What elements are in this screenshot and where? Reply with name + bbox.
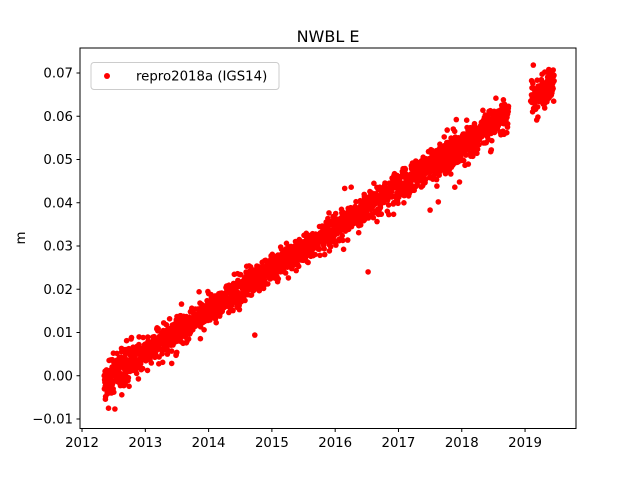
svg-text:0.05: 0.05	[43, 153, 73, 168]
svg-text:0.07: 0.07	[43, 67, 73, 82]
svg-text:0.02: 0.02	[43, 283, 73, 298]
svg-text:0.06: 0.06	[43, 110, 73, 125]
scatter-points	[101, 62, 557, 412]
svg-text:0.00: 0.00	[43, 369, 73, 384]
plot-border	[79, 47, 577, 429]
svg-text:0.03: 0.03	[43, 240, 73, 255]
svg-text:0.04: 0.04	[43, 196, 73, 211]
svg-text:−0.01: −0.01	[32, 413, 73, 428]
chart-title: NWBL E	[297, 27, 360, 46]
svg-text:2012: 2012	[65, 436, 99, 451]
svg-text:2019: 2019	[508, 436, 542, 451]
svg-text:2013: 2013	[128, 436, 162, 451]
legend-label: repro2018a (IGS14)	[136, 70, 267, 85]
y-axis-label: m	[14, 232, 29, 245]
legend-marker-dot	[104, 73, 110, 79]
svg-text:2018: 2018	[445, 436, 479, 451]
svg-text:2015: 2015	[255, 436, 289, 451]
legend: repro2018a (IGS14)	[90, 62, 280, 90]
legend-box	[90, 62, 280, 90]
svg-text:2014: 2014	[192, 436, 226, 451]
svg-text:2017: 2017	[382, 436, 416, 451]
svg-text:0.01: 0.01	[43, 326, 73, 341]
axis-ticks: 2012 2013 2014 2015 2016 2017 2018 2019 −0.01 0.0…	[32, 67, 542, 451]
svg-text:2016: 2016	[318, 436, 352, 451]
